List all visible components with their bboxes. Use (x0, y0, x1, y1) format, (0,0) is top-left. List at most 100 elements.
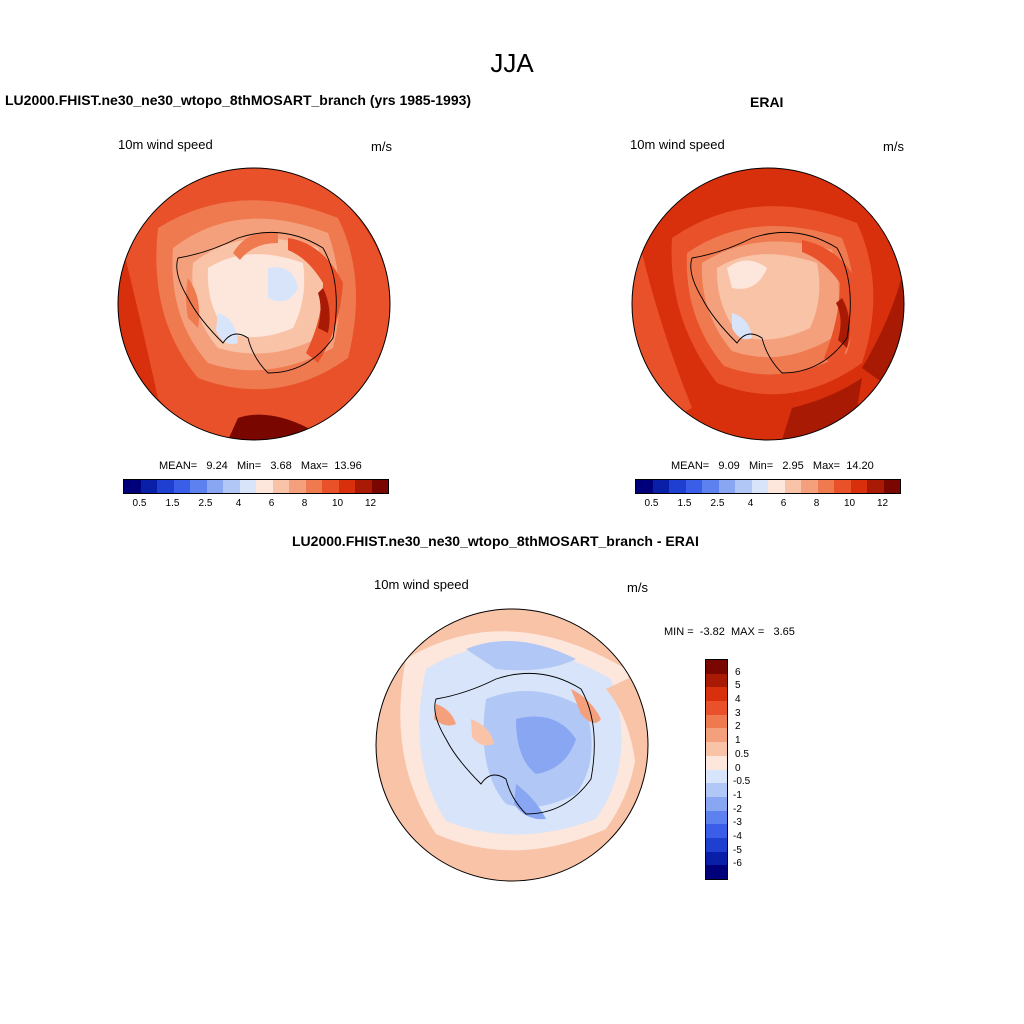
colorbar-swatch (718, 480, 735, 493)
min-value: -3.82 (699, 626, 725, 638)
panel-1-map (117, 167, 391, 441)
panel-1-variable: 10m wind speed (118, 137, 213, 152)
colorbar-tick-label: 1.5 (165, 498, 180, 509)
colorbar-swatch (706, 837, 727, 852)
panel-1-colorbar (123, 479, 389, 494)
colorbar-swatch (669, 480, 686, 493)
colorbar-swatch (867, 480, 884, 493)
colorbar-tick-label: 1.5 (677, 498, 692, 509)
colorbar-tick-label: -6 (733, 858, 742, 870)
colorbar-swatch (702, 480, 719, 493)
colorbar-swatch (735, 480, 752, 493)
colorbar-swatch (338, 480, 355, 493)
colorbar-tick-label: 2.5 (710, 498, 725, 509)
panel-2-colorbar-ticks: 0.5 1.5 2.5 4 6 8 10 12 (635, 498, 899, 512)
min-label: Min= (748, 460, 774, 472)
colorbar-swatch (706, 783, 727, 797)
panel-2-map (631, 167, 905, 441)
colorbar-tick-label: -0.5 (733, 776, 751, 788)
colorbar-swatch (706, 728, 727, 743)
colorbar-swatch (784, 480, 801, 493)
panel-3-units: m/s (627, 580, 648, 595)
colorbar-swatch (124, 480, 141, 493)
colorbar-swatch (322, 480, 339, 493)
mean-label: MEAN= (159, 460, 198, 472)
colorbar-swatch (685, 480, 702, 493)
colorbar-swatch (371, 480, 388, 493)
panel-1-colorbar-ticks: 0.5 1.5 2.5 4 6 8 10 12 (123, 498, 387, 512)
colorbar-swatch (206, 480, 223, 493)
colorbar-swatch (706, 687, 727, 702)
colorbar-tick-label: -3 (733, 817, 742, 829)
colorbar-swatch (706, 673, 727, 688)
colorbar-swatch (706, 824, 727, 838)
panel-2-stats: MEAN= 9.09 Min= 2.95 Max= 14.20 (671, 460, 874, 472)
colorbar-swatch (850, 480, 867, 493)
colorbar-tick-label: 3 (735, 707, 741, 719)
max-value: 13.96 (334, 460, 362, 472)
colorbar-tick-label: -5 (733, 844, 742, 856)
colorbar-swatch (706, 865, 727, 879)
colorbar-swatch (706, 796, 727, 811)
panel-3-stats: MIN = -3.82 MAX = 3.65 (664, 626, 795, 638)
colorbar-swatch (140, 480, 157, 493)
max-label: MAX = (730, 626, 765, 638)
colorbar-swatch (751, 480, 768, 493)
colorbar-tick-label: 0.5 (644, 498, 659, 509)
panel-2-title: ERAI (750, 94, 784, 110)
colorbar-tick-label: 4 (235, 498, 242, 509)
colorbar-tick-label: 4 (747, 498, 754, 509)
colorbar-swatch (706, 701, 727, 715)
colorbar-swatch (256, 480, 273, 493)
colorbar-swatch (636, 480, 653, 493)
panel-3-map (375, 608, 649, 882)
max-label: Max= (300, 460, 329, 472)
mean-label: MEAN= (671, 460, 710, 472)
colorbar-swatch (239, 480, 256, 493)
panel-3-title: LU2000.FHIST.ne30_ne30_wtopo_8thMOSART_b… (292, 533, 699, 549)
colorbar-swatch (834, 480, 851, 493)
mean-value: 9.09 (718, 460, 740, 472)
colorbar-swatch (706, 851, 727, 866)
colorbar-swatch (190, 480, 207, 493)
mean-value: 9.24 (206, 460, 228, 472)
max-value: 3.65 (773, 626, 795, 638)
colorbar-swatch (883, 480, 900, 493)
colorbar-swatch (706, 742, 727, 756)
min-label: Min= (236, 460, 262, 472)
colorbar-tick-label: 1 (735, 735, 741, 747)
panel-3-colorbar (705, 659, 728, 880)
min-label: MIN = (664, 626, 694, 638)
colorbar-swatch (289, 480, 306, 493)
colorbar-swatch (706, 660, 727, 674)
colorbar-tick-label: -4 (733, 830, 742, 842)
colorbar-tick-label: -2 (733, 803, 742, 815)
colorbar-swatch (801, 480, 818, 493)
colorbar-tick-label: 12 (876, 498, 889, 509)
panel-2-colorbar (635, 479, 901, 494)
panel-1-units: m/s (371, 139, 392, 154)
colorbar-tick-label: 2.5 (198, 498, 213, 509)
colorbar-swatch (706, 714, 727, 729)
max-value: 14.20 (846, 460, 874, 472)
colorbar-swatch (817, 480, 834, 493)
colorbar-tick-label: 10 (331, 498, 344, 509)
colorbar-tick-label: 6 (780, 498, 787, 509)
colorbar-tick-label: 10 (843, 498, 856, 509)
colorbar-swatch (173, 480, 190, 493)
min-value: 3.68 (270, 460, 292, 472)
colorbar-swatch (355, 480, 372, 493)
colorbar-tick-label: 8 (301, 498, 308, 509)
panel-2-variable: 10m wind speed (630, 137, 725, 152)
panel-3-colorbar-ticks: 6 5 4 3 2 1 0.5 0 -0.5 -1 -2 -3 -4 -5 -6 (733, 659, 773, 878)
colorbar-tick-label: -1 (733, 789, 742, 801)
max-label: Max= (812, 460, 841, 472)
colorbar-tick-label: 6 (735, 666, 741, 678)
colorbar-swatch (305, 480, 322, 493)
colorbar-swatch (223, 480, 240, 493)
colorbar-tick-label: 12 (364, 498, 377, 509)
colorbar-tick-label: 2 (735, 721, 741, 733)
colorbar-tick-label: 4 (735, 694, 741, 706)
colorbar-tick-label: 0.5 (735, 748, 749, 760)
